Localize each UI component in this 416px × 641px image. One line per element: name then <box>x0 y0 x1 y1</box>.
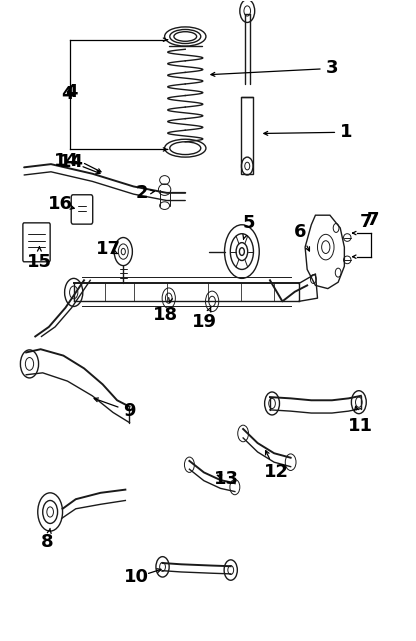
Text: 17: 17 <box>96 240 121 258</box>
Text: 14: 14 <box>54 152 79 170</box>
Text: 4: 4 <box>61 85 74 103</box>
Text: 5: 5 <box>242 215 255 233</box>
Text: 6: 6 <box>294 224 307 242</box>
Text: 18: 18 <box>153 306 178 324</box>
Text: 7: 7 <box>359 213 372 231</box>
Text: 7: 7 <box>367 211 379 229</box>
Bar <box>241 97 253 174</box>
Text: 11: 11 <box>347 417 373 435</box>
Text: 8: 8 <box>41 533 54 551</box>
Text: 16: 16 <box>47 196 72 213</box>
Text: 2: 2 <box>136 184 148 202</box>
Text: 19: 19 <box>192 313 217 331</box>
Text: 13: 13 <box>214 470 239 488</box>
Text: 1: 1 <box>340 123 353 141</box>
Text: 14: 14 <box>59 153 84 171</box>
Text: 9: 9 <box>123 402 136 420</box>
Text: 4: 4 <box>65 83 78 101</box>
Text: 15: 15 <box>27 253 52 271</box>
Text: 12: 12 <box>264 463 289 481</box>
Text: 3: 3 <box>326 60 338 78</box>
Text: 10: 10 <box>124 568 149 586</box>
